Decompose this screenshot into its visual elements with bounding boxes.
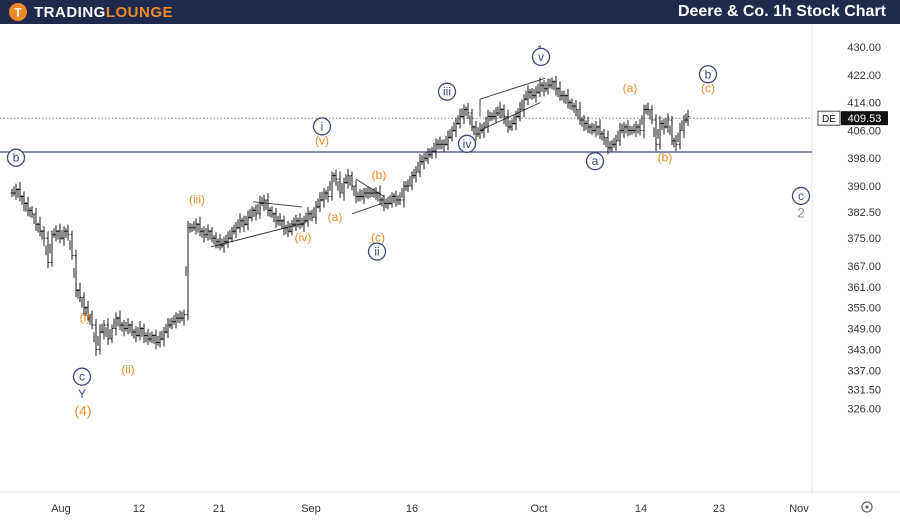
wave-label: v (538, 50, 544, 64)
wave-label: (a) (623, 81, 638, 95)
header-bar: T TRADINGLOUNGE Deere & Co. 1h Stock Cha… (0, 0, 900, 24)
x-tick-label: 16 (406, 503, 418, 515)
x-tick-label: 21 (213, 503, 225, 515)
wave-label: b (13, 151, 20, 165)
wave-label: (i) (80, 311, 91, 325)
wave-label-circle (531, 47, 551, 67)
logo-text-lounge: LOUNGE (105, 3, 173, 21)
channel-lower-line (479, 102, 541, 131)
wave-label: c (798, 189, 804, 203)
price-chart[interactable]: DE 409.53 b(i)cY(4)(ii)(iii)i(v)(iv)(a)(b… (0, 24, 900, 522)
wave-label: (c) (701, 81, 715, 95)
y-tick-label: 390.00 (847, 181, 881, 193)
y-tick-label: 355.00 (847, 303, 881, 315)
x-tick-label: 14 (635, 503, 647, 515)
logo-text: TRADINGLOUNGE (34, 4, 173, 21)
wave-label: c (79, 370, 85, 384)
wave-label: (b) (658, 151, 673, 165)
price-bars (10, 75, 690, 357)
y-tick-label: 422.00 (847, 70, 881, 82)
chart-grid (0, 24, 900, 493)
y-tick-label: 430.00 (847, 42, 881, 54)
wave-label: (iii) (189, 192, 205, 206)
y-tick-label: 406.00 (847, 125, 881, 137)
triangle-upper-line (252, 201, 303, 208)
x-tick-label: 23 (713, 503, 725, 515)
wave-label-circle (72, 367, 92, 386)
y-tick-label: 375.00 (847, 233, 881, 245)
x-tick-label: Nov (789, 503, 809, 515)
wave-label: (b) (372, 168, 387, 182)
wave-label-circle (367, 242, 387, 261)
y-tick-label: 349.00 (847, 324, 881, 336)
y-tick-label: 326.00 (847, 404, 881, 416)
wave-label-circle (312, 117, 332, 136)
wave-label: (c) (371, 231, 385, 245)
channel-upper-line (479, 77, 546, 100)
wave-label: a (592, 154, 599, 168)
y-tick-label: 337.00 (847, 365, 881, 377)
time-axis[interactable]: Aug 12 21 Sep 16 Oct 14 23 Nov (51, 501, 873, 515)
settings-gear-icon[interactable] (861, 501, 873, 513)
wave-label-circle (437, 82, 457, 101)
wedge-lower-line (351, 202, 383, 215)
pattern-lines (210, 77, 546, 248)
wave-label-circle (698, 65, 718, 84)
price-axis[interactable]: 430.00 422.00 414.00 406.00 398.00 390.00 382.… (847, 42, 881, 416)
last-price-tag: 409.53 (848, 113, 882, 125)
wave-label-circle (791, 186, 811, 206)
x-tick-label: 12 (133, 503, 145, 515)
wave-label: iii (443, 85, 451, 99)
logo-text-trading: TRADING (34, 3, 106, 21)
tradinglounge-logo: T TRADINGLOUNGE (8, 2, 173, 22)
x-tick-label: Oct (530, 503, 547, 515)
wedge-upper-line (355, 178, 385, 197)
y-tick-label: 331.50 (847, 384, 881, 396)
level-lines: DE 409.53 (0, 110, 888, 153)
wave-label: b (705, 67, 712, 81)
chart-title: Deere & Co. 1h Stock Chart (677, 3, 886, 20)
wave-label: (4) (74, 402, 91, 418)
wave-labels: b(i)cY(4)(ii)(iii)i(v)(iv)(a)(b)(c)iiiii… (6, 43, 811, 418)
settings-gear-center (865, 505, 869, 509)
wave-label-circle (457, 134, 477, 153)
symbol-tag: DE (822, 114, 836, 125)
wave-label: i (321, 119, 324, 133)
symbol-tag-box (817, 110, 841, 126)
wave-label: Y (78, 387, 86, 401)
y-tick-label: 398.00 (847, 153, 881, 165)
y-tick-label: 343.00 (847, 344, 881, 356)
wave-label: (a) (328, 210, 343, 224)
svg-text:T: T (14, 6, 22, 20)
wave-label: 2 (797, 204, 805, 220)
logo-icon: T (9, 3, 27, 21)
last-price-tag-box (841, 111, 888, 126)
y-tick-label: 414.00 (847, 98, 881, 110)
wave-label: iv (463, 137, 472, 151)
wave-label-circle (585, 152, 605, 171)
wave-label: (iv) (295, 231, 312, 245)
y-tick-label: 382.50 (847, 207, 881, 219)
y-tick-label: 367.00 (847, 261, 881, 273)
wave-label: (v) (315, 133, 329, 147)
x-tick-label: Sep (301, 503, 321, 515)
wave-label: (ii) (121, 363, 134, 377)
x-tick-label: Aug (51, 503, 71, 515)
wave-label-circle (6, 148, 26, 167)
y-tick-label: 361.00 (847, 282, 881, 294)
wave-label: ii (374, 245, 379, 259)
